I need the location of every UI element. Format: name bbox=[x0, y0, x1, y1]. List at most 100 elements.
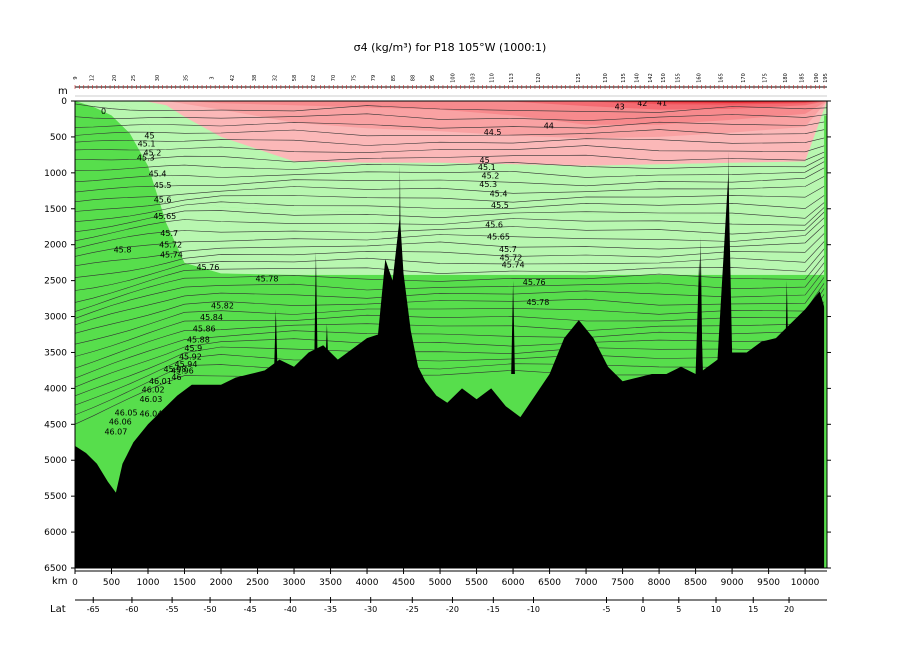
contour-line bbox=[75, 252, 827, 312]
station-tick-label: 180 bbox=[783, 73, 789, 83]
station-tick-label: 190 bbox=[814, 73, 820, 83]
station-tick-label: 195 bbox=[823, 73, 829, 83]
contour-label: 45.1 bbox=[138, 139, 156, 148]
contour-line bbox=[75, 209, 827, 249]
distance-tick-label: 9500 bbox=[757, 578, 780, 588]
distance-tick-label: 7000 bbox=[575, 578, 598, 588]
contour-label: 43 bbox=[615, 103, 625, 112]
contour-label: 45.65 bbox=[487, 233, 510, 242]
distance-tick-label: 10000 bbox=[791, 578, 820, 588]
seamount-spike bbox=[785, 280, 789, 374]
density-band-43 bbox=[75, 101, 827, 105]
contour-label-layer: 04545.145.245.345.445.545.645.6545.745.7… bbox=[101, 99, 667, 436]
depth-tick-label: 2500 bbox=[44, 277, 67, 287]
latitude-axis: -65 -60 -55 -50 -45 -40 -35 -30 -25 -20 -15 -10 -5 0 5… bbox=[75, 597, 827, 614]
contour-label: 46.06 bbox=[109, 417, 132, 426]
contour-line bbox=[75, 230, 827, 278]
latitude-unit-label: Lat bbox=[50, 604, 66, 615]
contour-label: 45.5 bbox=[154, 181, 172, 190]
station-tick-label: 30 bbox=[155, 75, 161, 81]
logo-line-1: WOCE bbox=[114, 527, 131, 533]
station-tick-label: 20 bbox=[112, 75, 118, 81]
contour-label: 45.84 bbox=[200, 313, 223, 322]
contour-label: 45 bbox=[144, 131, 154, 140]
distance-tick-label: 2500 bbox=[246, 578, 269, 588]
logo-line-2: HYDROGRAPHIC bbox=[99, 535, 145, 541]
contour-label: 42 bbox=[637, 99, 647, 108]
contour-label: 45 bbox=[480, 156, 490, 165]
distance-tick-label: 3000 bbox=[283, 578, 306, 588]
contour-line bbox=[75, 278, 827, 345]
station-tick-label: 125 bbox=[576, 73, 582, 83]
contour-line bbox=[75, 323, 827, 406]
latitude-tick-label: -55 bbox=[166, 605, 179, 614]
depth-tick-label: 0 bbox=[61, 97, 67, 107]
contour-label: 46.01 bbox=[149, 377, 172, 386]
contour-label: 46.05 bbox=[115, 409, 138, 418]
contour-label: 45.76 bbox=[523, 278, 546, 287]
contour-line bbox=[75, 238, 827, 291]
contour-line bbox=[75, 144, 827, 153]
contour-label: 45.9 bbox=[184, 344, 202, 353]
distance-tick-label: 1000 bbox=[137, 578, 160, 588]
contour-label: 0 bbox=[101, 107, 106, 116]
depth-tick-label: 1500 bbox=[44, 205, 67, 215]
contour-line bbox=[75, 259, 827, 319]
station-tick-label: 150 bbox=[661, 73, 667, 83]
contour-label: 45.72 bbox=[159, 241, 182, 250]
station-tick-label: 35 bbox=[183, 75, 189, 81]
station-tick-label: 175 bbox=[762, 73, 768, 83]
depth-tick-label: 5500 bbox=[44, 492, 67, 502]
contour-label: 45.65 bbox=[153, 212, 176, 221]
distance-tick-label: 9000 bbox=[721, 578, 744, 588]
depth-tick-label: 3000 bbox=[44, 313, 67, 323]
contour-label: 45.86 bbox=[193, 325, 216, 334]
station-tick-label: 75 bbox=[351, 75, 357, 81]
contour-line bbox=[75, 283, 827, 357]
latitude-tick-label: 20 bbox=[784, 605, 794, 614]
chart-title: σ4 (kg/m³) for P18 105°W (1000:1) bbox=[354, 41, 547, 54]
station-tick-label: 120 bbox=[536, 73, 542, 83]
station-tick-label: 25 bbox=[131, 75, 137, 81]
contour-label: 45.4 bbox=[490, 190, 508, 199]
contour-label: 46.02 bbox=[142, 386, 165, 395]
latitude-tick-label: -25 bbox=[406, 605, 419, 614]
latitude-tick-label: -15 bbox=[487, 605, 500, 614]
computer-generated-note: Computer Generated bbox=[82, 550, 167, 559]
depth-axis: 0 500 1000 1500 2000 2500 3000 3500 4000 4500 5000… bbox=[44, 97, 831, 574]
station-tick-label: 103 bbox=[470, 73, 476, 83]
latitude-tick-label: -40 bbox=[284, 605, 297, 614]
station-tick-label: 130 bbox=[603, 73, 609, 83]
contour-label: 45.92 bbox=[179, 353, 202, 362]
station-tick-label: 95 bbox=[430, 75, 436, 81]
contour-line bbox=[75, 266, 827, 326]
contour-line bbox=[75, 193, 827, 222]
contour-label: 45.74 bbox=[502, 261, 525, 270]
station-tick-label: 140 bbox=[635, 73, 641, 83]
contour-label: 45.7 bbox=[499, 245, 517, 254]
depth-tick-label: 3500 bbox=[44, 348, 67, 358]
contour-line bbox=[75, 150, 827, 163]
seamount-spike bbox=[314, 251, 318, 374]
contour-line bbox=[75, 103, 827, 113]
latitude-tick-label: -30 bbox=[364, 605, 377, 614]
latitude-tick-label: -10 bbox=[527, 605, 540, 614]
contour-label: 45.2 bbox=[481, 172, 499, 181]
station-tick-label: 100 bbox=[451, 73, 457, 83]
contour-label: 45.94 bbox=[175, 360, 198, 369]
seamount-spike bbox=[398, 165, 402, 374]
seamount-spike bbox=[511, 280, 515, 374]
logo-line-3: ATLAS bbox=[113, 543, 131, 549]
contour-label: 45.3 bbox=[479, 180, 497, 189]
latitude-tick-label: 15 bbox=[748, 605, 758, 614]
contour-line bbox=[75, 166, 827, 193]
latitude-tick-label: 5 bbox=[676, 605, 681, 614]
station-tick-label: 70 bbox=[331, 75, 337, 81]
contour-line bbox=[75, 306, 827, 388]
latitude-tick-label: -5 bbox=[603, 605, 611, 614]
station-tick-label: 110 bbox=[489, 73, 495, 83]
depth-tick-label: 4000 bbox=[44, 384, 67, 394]
contour-line bbox=[75, 137, 827, 146]
contour-line bbox=[75, 289, 827, 369]
plot-frame bbox=[74, 100, 828, 569]
